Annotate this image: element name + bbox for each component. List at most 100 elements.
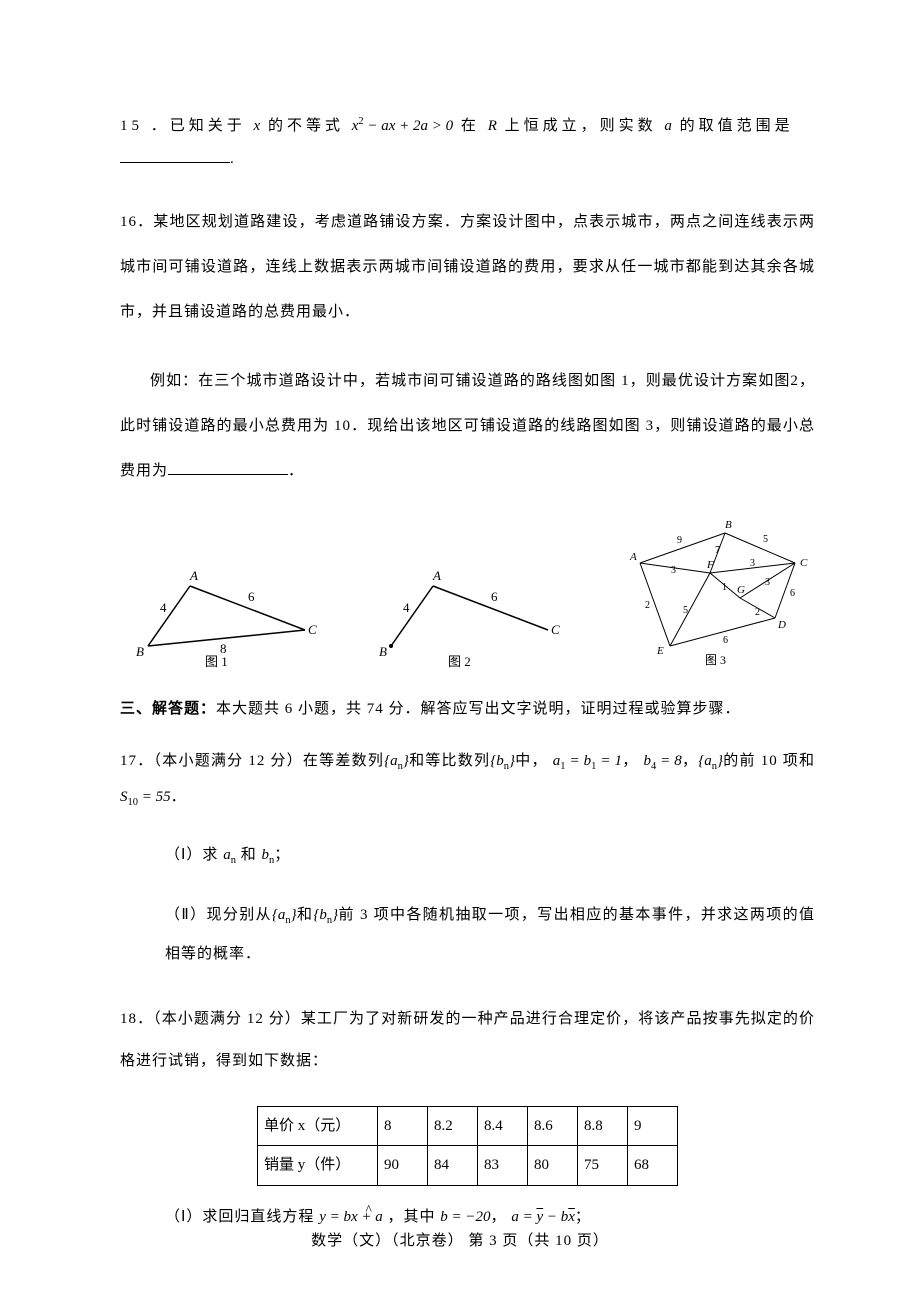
svg-text:3: 3 — [765, 577, 770, 588]
svg-text:F: F — [706, 559, 714, 571]
table-row: 单价 x（元） 8 8.2 8.4 8.6 8.8 9 — [258, 1106, 678, 1146]
diagram-row: A B C 4 6 8 图 1 A B C 4 6 图 2 — [130, 518, 815, 668]
svg-text:E: E — [656, 645, 664, 657]
row1-head: 单价 x（元） — [258, 1106, 378, 1146]
svg-text:9: 9 — [677, 535, 682, 546]
q16-p1: 某地区规划道路建设，考虑道路铺设方案．方案设计图中，点表示城市，两点之间连线表示… — [120, 214, 815, 320]
q15-R: R — [488, 118, 497, 134]
q17-p2b: 和 — [297, 907, 314, 923]
q17-an-set2: {an} — [698, 753, 723, 769]
section-3-title: 三、解答题：本大题共 6 小题，共 74 分．解答应写出文字说明，证明过程或验算… — [120, 698, 815, 721]
svg-text:B: B — [379, 644, 387, 659]
table-cell: 75 — [578, 1146, 628, 1186]
svg-text:B: B — [136, 644, 144, 659]
q17-cond3: S10 = 55 — [120, 789, 171, 805]
table-cell: 68 — [628, 1146, 678, 1186]
svg-text:4: 4 — [160, 600, 167, 615]
table-cell: 84 — [428, 1146, 478, 1186]
q17-b1e: ， — [682, 753, 698, 769]
q15-t3: 在 — [461, 118, 480, 134]
q17-p1: （Ⅰ）求 — [165, 847, 218, 863]
q18-p1d: ； — [575, 1209, 591, 1225]
svg-text:图 2: 图 2 — [448, 654, 471, 668]
table-cell: 83 — [478, 1146, 528, 1186]
q18-cond1: b = −20 — [440, 1209, 490, 1225]
svg-text:3: 3 — [750, 558, 755, 569]
q17-bn-set: {bn} — [490, 753, 515, 769]
figure-3: A B C D E F G 9 5 6 6 2 3 7 3 5 1 3 2 — [615, 518, 815, 668]
section-3-rest: 本大题共 6 小题，共 74 分．解答应写出文字说明，证明过程或验算步骤． — [216, 701, 741, 717]
svg-text:2: 2 — [645, 600, 650, 611]
q17-num: 17．（本小题满分 12 分） — [120, 753, 303, 769]
svg-text:5: 5 — [763, 534, 768, 545]
svg-text:C: C — [308, 622, 317, 637]
svg-text:6: 6 — [723, 635, 728, 646]
q17-b1f: 的前 10 项和 — [723, 753, 815, 769]
q15-t1: ．已知关于 — [151, 118, 246, 134]
q16-p2b: ． — [288, 463, 304, 479]
footer-text: 数学（文）（北京卷） 第 3 页（共 10 页） — [311, 1233, 609, 1249]
q18-p1c: ， — [491, 1209, 507, 1225]
table-cell: 9 — [628, 1106, 678, 1146]
svg-text:6: 6 — [491, 589, 498, 604]
svg-text:A: A — [189, 568, 198, 583]
q16-blank — [168, 460, 288, 475]
q18-p1a: （Ⅰ）求回归直线方程 — [165, 1209, 314, 1225]
q18-cond2: a = y − bx — [511, 1209, 575, 1225]
svg-text:A: A — [629, 551, 637, 563]
q16-p2: 例如：在三个城市道路设计中，若城市间可铺设道路的路线图如图 1，则最优设计方案如… — [120, 359, 815, 494]
section-3-bold: 三、解答题： — [120, 701, 216, 717]
q17-cond2: b4 = 8 — [643, 753, 681, 769]
table-cell: 8.2 — [428, 1106, 478, 1146]
q15-x: x — [254, 118, 261, 134]
question-18: 18．（本小题满分 12 分）某工厂为了对新研发的一种产品进行合理定价，将该产品… — [120, 998, 815, 1082]
q15-t2: 的不等式 — [268, 118, 344, 134]
q15-a: a — [664, 118, 672, 134]
question-17-line1: 17．（本小题满分 12 分）在等差数列 {an} 和等比数列{bn}中， a1 =… — [120, 743, 815, 815]
svg-text:7: 7 — [715, 545, 720, 556]
svg-text:C: C — [551, 622, 560, 637]
table-row: 销量 y（件） 90 84 83 80 75 68 — [258, 1146, 678, 1186]
svg-text:4: 4 — [403, 600, 410, 615]
q17-p2a: （Ⅱ）现分别从 — [165, 907, 272, 923]
q18-data-table: 单价 x（元） 8 8.2 8.4 8.6 8.8 9 销量 y（件） 90 8… — [257, 1106, 678, 1186]
table-cell: 8.6 — [528, 1106, 578, 1146]
q17-an: an — [223, 847, 236, 863]
svg-text:6: 6 — [790, 588, 795, 599]
q17-part1: （Ⅰ）求 an 和 bn； — [120, 839, 815, 872]
svg-text:G: G — [737, 584, 745, 596]
svg-text:6: 6 — [248, 589, 255, 604]
figure-1: A B C 4 6 8 图 1 — [130, 568, 320, 668]
q17-and: 和 — [236, 847, 262, 863]
q17-bn: bn — [261, 847, 274, 863]
q15-t5: 的取值范围是 — [680, 118, 794, 134]
q18-part1: （Ⅰ）求回归直线方程 y = bx + a ，其中 b = −20， a = y… — [120, 1206, 815, 1229]
q15-expr: x2 − ax + 2a > 0 — [352, 118, 453, 134]
q17-b1a: 在等差数列 — [303, 753, 384, 769]
q17-bn-set2: {bn} — [313, 907, 338, 923]
table-cell: 8.4 — [478, 1106, 528, 1146]
figure-2: A B C 4 6 图 2 — [373, 568, 563, 668]
q18-p1b: ，其中 — [388, 1209, 436, 1225]
q17-cond1: a1 = b1 = 1 — [553, 753, 622, 769]
q18-num: 18．（本小题满分 12 分） — [120, 1011, 301, 1027]
svg-text:B: B — [725, 519, 732, 531]
table-cell: 90 — [378, 1146, 428, 1186]
svg-text:1: 1 — [722, 582, 727, 593]
svg-text:C: C — [800, 557, 808, 569]
q16-num: 16． — [120, 214, 153, 230]
svg-text:D: D — [777, 619, 786, 631]
q18-eq1: y = bx + a — [319, 1209, 383, 1225]
q15-period: . — [230, 151, 238, 167]
q17-b1d: ， — [622, 753, 638, 769]
q17-b1c: 中， — [515, 753, 548, 769]
q15-blank — [120, 148, 230, 163]
q17-b1g: ． — [171, 789, 187, 805]
q15-t4: 上恒成立，则实数 — [505, 118, 657, 134]
svg-text:A: A — [432, 568, 441, 583]
svg-text:2: 2 — [755, 607, 760, 618]
svg-text:图 3: 图 3 — [705, 653, 726, 667]
q15-num: 15 — [120, 118, 143, 134]
q17-b1b: 和等比数列 — [409, 753, 490, 769]
table-cell: 8 — [378, 1106, 428, 1146]
